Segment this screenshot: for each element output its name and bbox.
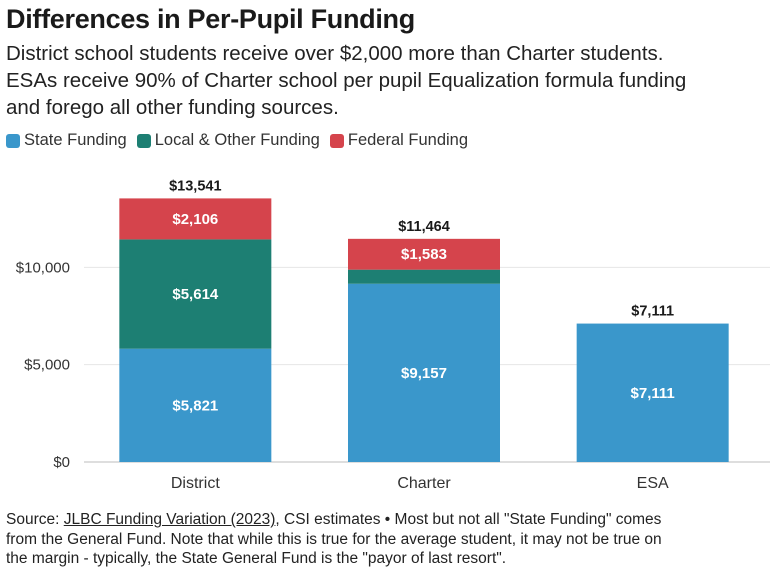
bar-segment-label: $5,614: [172, 286, 219, 303]
bar-segment: [119, 198, 272, 240]
chart-title: Differences in Per-Pupil Funding: [6, 4, 415, 34]
y-tick-label: $0: [53, 454, 70, 471]
bar-segment: [348, 238, 500, 270]
x-category-label: ESA: [637, 475, 669, 492]
bar-segment: [576, 323, 729, 462]
bar-segment: [119, 239, 272, 349]
bar-segment: [119, 348, 272, 462]
legend-label-local: Local & Other Funding: [154, 131, 320, 149]
subtitle-line-3: and forego all other funding sources.: [6, 96, 339, 119]
x-category-label: District: [171, 475, 220, 492]
bar-segment-label: $2,106: [172, 211, 218, 228]
legend-swatch-state: [6, 133, 20, 148]
bar-segment-label: $7,111: [631, 385, 675, 402]
stacked-bar-chart: $0 $5,000 $10,000 $5,821 $5,614 $2,106 $13,541…: [16, 178, 770, 492]
bar-segment: [348, 283, 500, 462]
x-category-label: Charter: [397, 475, 451, 492]
legend-item-local: Local & Other Funding: [136, 131, 320, 150]
footer-line-1: Source: JLBC Funding Variation (2023), C…: [6, 510, 778, 530]
footer-line-3: the margin - typically, the State Genera…: [6, 550, 507, 567]
bar-total-label: $13,541: [169, 178, 221, 194]
bar-segment: [348, 269, 500, 284]
footer-line-2: from the General Fund. Note that while t…: [6, 530, 662, 548]
subtitle-line-2: ESAs receive 90% of Charter school per p…: [6, 69, 687, 92]
legend-label-federal: Federal Funding: [347, 131, 469, 149]
legend-swatch-federal: [329, 133, 344, 148]
chart-subtitle: District school students receive over $2…: [6, 40, 778, 121]
bar-total-label: $7,111: [631, 304, 674, 320]
chart-legend: State Funding Local & Other Funding Fede…: [6, 131, 478, 150]
bar-total-label: $11,464: [398, 219, 450, 235]
subtitle-line-1: District school students receive over $2…: [6, 42, 664, 65]
bar-segment-label: $5,821: [172, 397, 218, 414]
legend-label-state: State Funding: [24, 131, 127, 149]
y-tick-label: $10,000: [16, 259, 70, 276]
chart-footer: Source: JLBC Funding Variation (2023), C…: [6, 510, 778, 569]
legend-item-federal: Federal Funding: [329, 131, 469, 150]
legend-item-state: State Funding: [6, 131, 127, 150]
bar-segment-label: $9,157: [401, 365, 447, 382]
bar-segment-label: $1,583: [401, 246, 447, 263]
legend-swatch-local: [136, 133, 151, 148]
footer-source-prefix: Source:: [6, 511, 64, 528]
source-link[interactable]: JLBC Funding Variation (2023): [63, 511, 276, 528]
footer-line-1-rest: , CSI estimates • Most but not all "Stat…: [275, 511, 662, 528]
y-tick-label: $5,000: [24, 357, 70, 374]
